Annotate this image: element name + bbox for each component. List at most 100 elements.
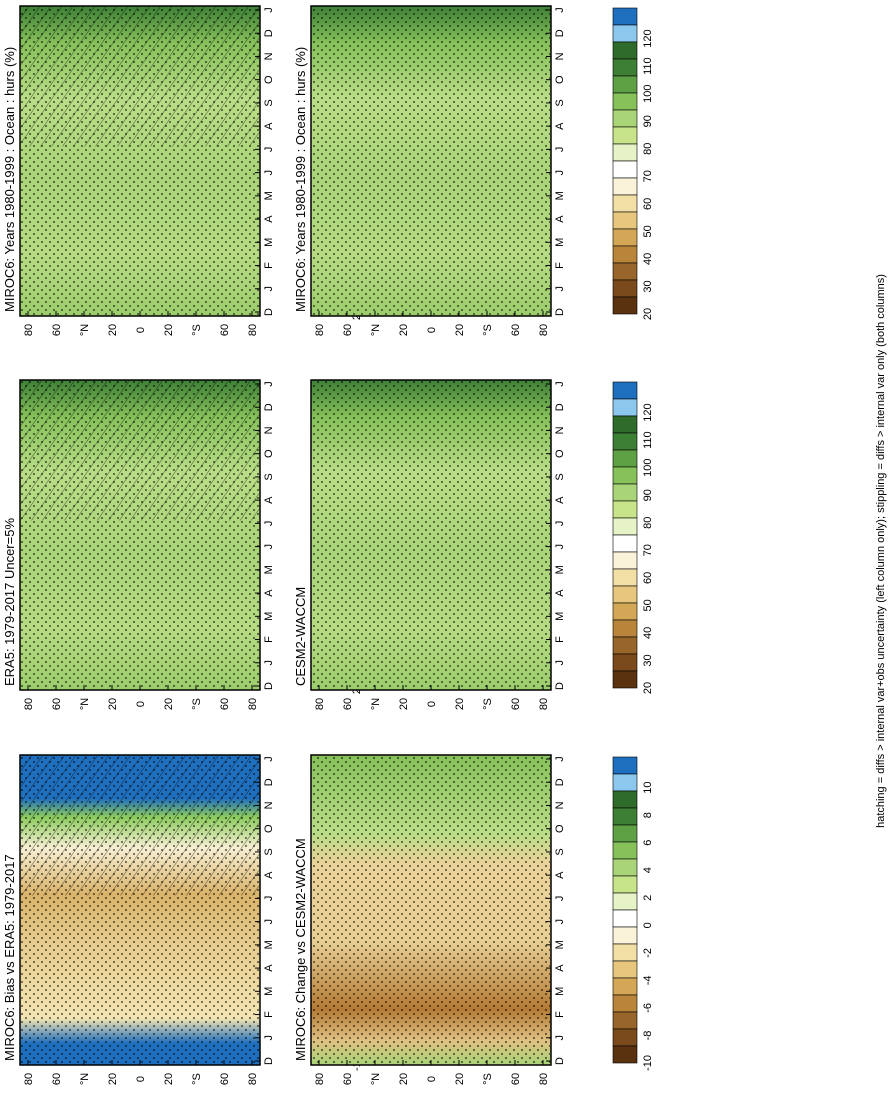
colorbar-label: 10 [642,781,654,793]
x-tick-label: J [554,521,566,527]
x-tick-label: D [263,778,275,786]
x-tick-label: M [263,612,275,621]
x-tick-label: N [554,801,566,809]
colorbar-swatch [612,500,638,519]
x-tick-label: O [263,824,275,833]
colorbar-label: 70 [642,170,654,182]
panel-title: MIROC6: Bias vs ERA5: 1979-2017 [2,854,17,1061]
x-tick-label: N [554,426,566,434]
colorbar-label: 50 [642,225,654,237]
x-tick-label: J [554,381,566,387]
y-tick-label: 80 [247,324,259,336]
y-tick-label: °S [482,324,494,336]
x-tick-label: S [263,99,275,106]
colorbar-swatch [612,41,638,60]
x-tick-label: F [263,1011,275,1018]
y-tick-label: °S [482,698,494,710]
colorbar-swatch [612,636,638,655]
colorbar-swatch [612,773,638,792]
x-tick-label: D [263,682,275,690]
y-tick-label: 0 [135,1076,147,1082]
x-tick-label: J [263,660,275,666]
x-tick-label: A [263,589,275,597]
x-tick-label: J [554,7,566,13]
x-tick-label: S [554,473,566,480]
y-tick-label: 80 [23,698,35,710]
colorbar-label: 110 [642,57,654,75]
colorbar-label: 50 [642,599,654,611]
colorbar-label: 90 [642,489,654,501]
colorbar-swatch [612,943,638,962]
colorbar-swatch [612,653,638,672]
y-tick-label: 80 [538,1073,550,1085]
y-tick-label: °N [79,324,91,336]
y-tick-label: °N [79,698,91,710]
colorbar-swatch [612,875,638,894]
y-tick-label: 60 [51,1073,63,1085]
y-tick-label: 60 [219,1073,231,1085]
y-tick-label: 60 [219,324,231,336]
x-tick-label: A [263,964,275,972]
colorbar-label: 40 [642,253,654,265]
x-tick-label: D [554,778,566,786]
y-tick-label: 20 [163,1073,175,1085]
x-tick-label: M [554,612,566,621]
y-tick-label: 60 [219,698,231,710]
x-tick-label: J [554,170,566,176]
footer-note: hatching = diffs > internal var+obs unce… [875,274,887,828]
x-tick-label: J [263,381,275,387]
hatching-overlay [21,756,259,896]
x-tick-label: J [554,147,566,153]
colorbar-swatch [612,432,638,451]
colorbar-swatch [612,892,638,911]
colorbar-swatch [612,296,638,315]
colorbar-swatch [612,160,638,179]
colorbar-swatch [612,568,638,587]
y-tick-label: 20 [107,324,119,336]
y-tick-label: 20 [398,698,410,710]
x-tick-label: O [263,75,275,84]
x-tick-label: M [263,238,275,247]
x-tick-label: A [263,496,275,504]
x-tick-label: A [263,871,275,879]
y-tick-label: 80 [23,324,35,336]
panel-1: 80 60 °N 20 0 20 °S 60 80 D J F M A M J J A S O N D J MIROC6: Y… [2,5,363,336]
colorbar-swatch [612,909,638,928]
colorbar-label: 40 [642,627,654,639]
colorbar-label: 30 [642,654,654,666]
x-tick-label: M [263,940,275,949]
hatching-overlay [21,7,259,147]
x-tick-label: D [263,29,275,37]
y-tick-label: 0 [135,701,147,707]
colorbar-swatch [612,824,638,843]
panel-title: MIROC6: Years 1980-1999 : Ocean : hurs (… [293,47,308,312]
x-tick-label: A [263,215,275,223]
y-tick-label: 60 [510,1073,522,1085]
x-tick-label: D [554,308,566,316]
colorbar-swatch [612,1011,638,1030]
x-tick-label: D [263,308,275,316]
x-tick-label: A [554,215,566,223]
y-tick-label: 60 [342,324,354,336]
x-tick-label: F [554,636,566,643]
colorbar-swatch [612,926,638,945]
colorbar-swatch [612,449,638,468]
colorbar-swatch [612,143,638,162]
colorbar-label: -10 [642,1055,654,1071]
x-tick-label: J [263,286,275,292]
x-tick-label: J [263,7,275,13]
panel-title: MIROC6: Change vs CESM2-WACCM [293,838,308,1061]
y-tick-label: 80 [23,1073,35,1085]
colorbar-swatch [612,534,638,553]
colorbar-label: 70 [642,544,654,556]
x-tick-label: J [263,521,275,527]
y-tick-label: 20 [163,324,175,336]
y-tick-label: °N [370,1073,382,1085]
colorbar-label: 110 [642,431,654,449]
colorbar-swatch [612,670,638,689]
colorbar-label: 4 [642,867,654,873]
y-tick-label: °N [79,1073,91,1085]
x-tick-label: N [263,52,275,60]
colorbar-swatch [612,483,638,502]
